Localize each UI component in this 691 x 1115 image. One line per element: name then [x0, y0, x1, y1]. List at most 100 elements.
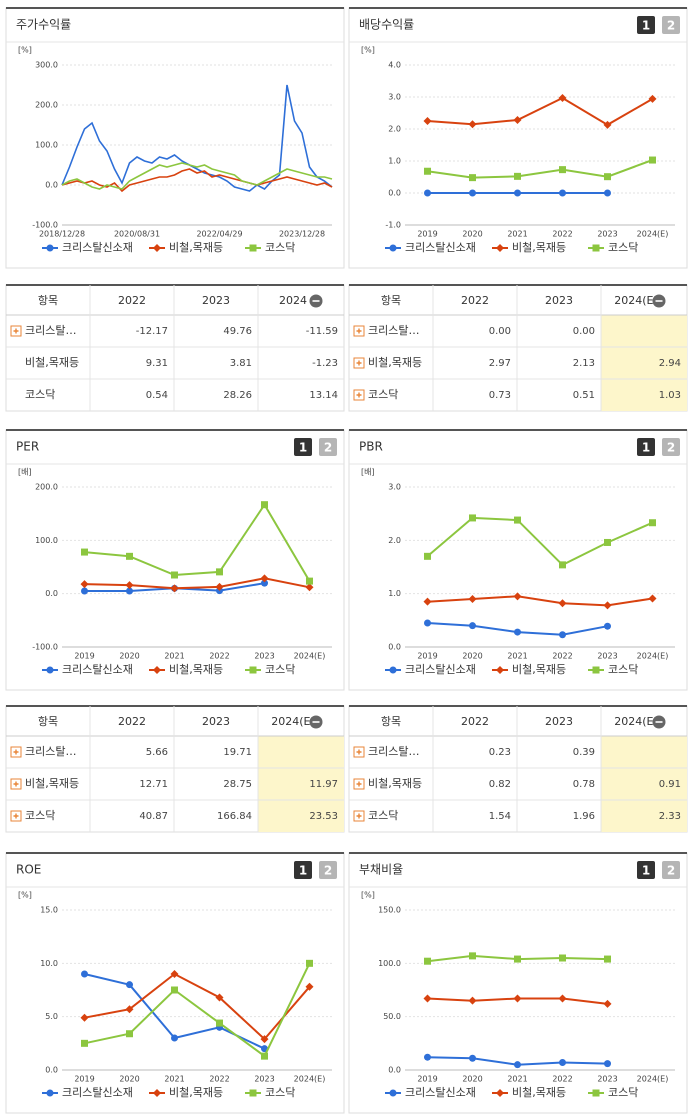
- header-cell: 2022: [118, 715, 146, 728]
- unit-label: [배]: [361, 468, 375, 477]
- value-cell: 13.14: [309, 390, 338, 401]
- marker: [260, 1035, 269, 1044]
- marker: [496, 1089, 504, 1097]
- marker: [261, 1052, 268, 1060]
- pager-button[interactable]: [294, 438, 312, 456]
- x-tick-label: 2021: [164, 1075, 184, 1084]
- header-cell: 2022: [461, 715, 489, 728]
- x-tick-label: 2020/08/31: [114, 230, 160, 239]
- expand-plus: [13, 749, 19, 755]
- value-cell: 0.00: [573, 326, 595, 337]
- pager-button[interactable]: [319, 861, 337, 879]
- x-tick-label: 2022: [552, 652, 572, 661]
- y-tick-label: 3.0: [388, 93, 401, 102]
- pager-button[interactable]: [319, 438, 337, 456]
- legend-label: 코스닥: [265, 241, 295, 254]
- x-tick-label: 2022: [552, 1075, 572, 1084]
- legend-label: 비철,목재등: [512, 663, 566, 676]
- x-tick-label: 2024(E): [294, 1075, 326, 1084]
- marker: [126, 552, 133, 560]
- header-cell: 2022: [118, 294, 146, 307]
- y-tick-label: -100.0: [32, 643, 58, 652]
- pager-label: 2: [667, 441, 675, 455]
- marker: [604, 1060, 611, 1068]
- header-cell: 항목: [381, 294, 401, 307]
- y-tick-label: 0.0: [388, 1066, 401, 1075]
- x-tick-label: 2023: [597, 230, 617, 239]
- y-tick-label: 100.0: [35, 141, 58, 150]
- pager-button[interactable]: [662, 861, 680, 879]
- marker: [389, 1089, 397, 1097]
- y-tick-label: 150.0: [378, 906, 401, 915]
- pager-button[interactable]: [294, 861, 312, 879]
- y-tick-label: 0.0: [45, 1066, 58, 1075]
- marker: [469, 952, 476, 960]
- row-name: 크리스탈…: [25, 745, 76, 758]
- marker: [216, 568, 223, 576]
- y-tick-label: 50.0: [383, 1012, 401, 1021]
- pager-button[interactable]: [637, 438, 655, 456]
- row-name: 코스닥: [368, 809, 398, 822]
- x-tick-label: 2024(E): [637, 652, 669, 661]
- y-tick-label: 200.0: [35, 101, 58, 110]
- x-tick-label: 2024(E): [637, 1075, 669, 1084]
- y-tick-label: 300.0: [35, 61, 58, 70]
- marker: [604, 622, 611, 630]
- row-name: 비철,목재등: [25, 777, 79, 790]
- row-name: 비철,목재등: [25, 356, 79, 369]
- unit-label: [배]: [18, 468, 32, 477]
- y-tick-label: 200.0: [35, 483, 58, 492]
- y-tick-label: 10.0: [40, 959, 58, 968]
- marker: [153, 666, 161, 674]
- value-cell: 166.84: [217, 811, 252, 822]
- series-line: [84, 577, 310, 590]
- x-tick-label: 2021: [164, 652, 184, 661]
- marker: [514, 189, 521, 197]
- x-tick-label: 2018/12/28: [39, 230, 85, 239]
- y-tick-label: 2.0: [388, 536, 401, 545]
- marker: [514, 628, 521, 636]
- marker: [424, 167, 431, 175]
- marker: [126, 1030, 133, 1038]
- expand-plus: [356, 749, 362, 755]
- unit-label: [%]: [361, 46, 375, 55]
- x-tick-label: 2024(E): [294, 652, 326, 661]
- marker: [469, 174, 476, 182]
- marker: [592, 1089, 600, 1097]
- x-tick-label: 2023: [254, 652, 274, 661]
- row-name: 코스닥: [25, 809, 55, 822]
- unit-label: [%]: [361, 891, 375, 900]
- pager-button[interactable]: [637, 861, 655, 879]
- highlight-column: [258, 736, 344, 832]
- legend-label: 크리스탈신소재: [62, 1086, 133, 1099]
- value-cell: 2.13: [573, 358, 595, 369]
- y-tick-label: 5.0: [45, 1012, 58, 1021]
- value-cell: 23.53: [309, 811, 338, 822]
- x-tick-label: 2021: [507, 230, 527, 239]
- value-cell: 11.97: [309, 779, 338, 790]
- marker: [648, 94, 657, 103]
- unit-label: [%]: [18, 46, 32, 55]
- marker: [496, 666, 504, 674]
- legend-label: 크리스탈신소재: [405, 663, 476, 676]
- value-cell: 12.71: [139, 779, 168, 790]
- value-cell: 49.76: [223, 326, 252, 337]
- header-cell: 항목: [38, 715, 58, 728]
- header-cell: 2023: [545, 715, 573, 728]
- series-line: [84, 962, 311, 1058]
- marker: [46, 666, 54, 674]
- pager-button[interactable]: [662, 438, 680, 456]
- marker: [513, 116, 522, 125]
- value-cell: 0.51: [573, 390, 595, 401]
- marker: [424, 189, 431, 197]
- pager-label: 1: [299, 864, 307, 878]
- panel-title: PER: [16, 440, 39, 454]
- marker: [215, 993, 224, 1002]
- header-cell: 2024: [279, 294, 307, 307]
- marker: [559, 166, 566, 174]
- pager-button[interactable]: [662, 16, 680, 34]
- pager-button[interactable]: [637, 16, 655, 34]
- marker: [249, 244, 257, 252]
- header-cell: 2023: [202, 294, 230, 307]
- header-cell: 2024(E): [614, 294, 658, 307]
